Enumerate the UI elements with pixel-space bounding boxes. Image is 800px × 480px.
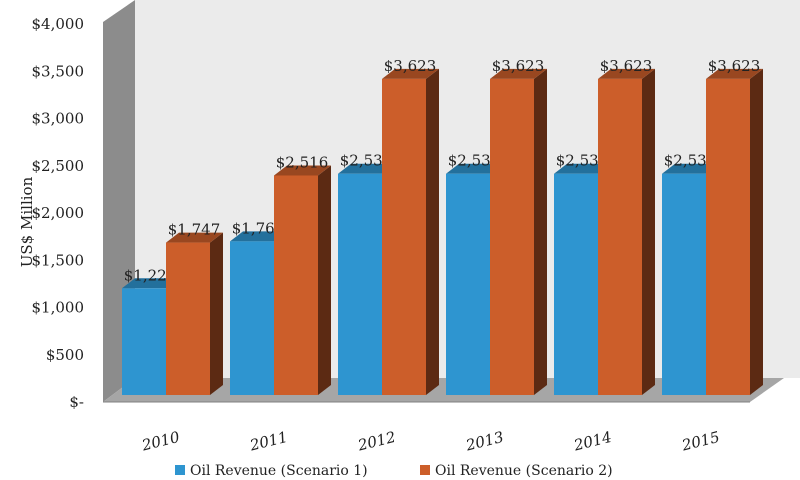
bar-series-2: [382, 78, 426, 395]
y-tick-label: $2,500: [32, 157, 85, 175]
legend: Oil Revenue (Scenario 1) Oil Revenue (Sc…: [175, 463, 613, 479]
data-label-series-2: $3,623: [492, 57, 545, 75]
data-label-series-2: $3,623: [708, 57, 761, 75]
data-label-series-1: $2,536: [664, 152, 717, 170]
bar-series-2: [166, 242, 210, 395]
data-label-series-1: $2,536: [556, 152, 609, 170]
bar-top-series-1: [122, 278, 179, 289]
y-tick-label: $1,000: [32, 299, 85, 317]
y-tick-label: $3,500: [32, 62, 85, 80]
data-label-series-2: $2,516: [276, 153, 329, 171]
bars-group: $1,223 $1,747 $1,761 $2,516 $2,536 $3,623 $2,5…: [122, 57, 763, 395]
bar-top-series-2: [274, 165, 331, 176]
bar-side-series-2: [750, 68, 763, 395]
bar-series-1: [122, 288, 166, 395]
x-tick-label: 2015: [679, 428, 721, 455]
y-tick-label: $-: [69, 393, 84, 411]
y-tick-label: $500: [46, 346, 84, 364]
bar-series-1: [662, 173, 706, 395]
y-tick-label: $4,000: [32, 15, 85, 33]
legend-swatch-series-2: [420, 465, 430, 475]
bar-side-series-2: [534, 68, 547, 395]
legend-swatch-series-1: [175, 465, 185, 475]
y-axis-label: US$ Million: [18, 176, 36, 267]
bar-series-1: [446, 173, 490, 395]
data-label-series-2: $3,623: [384, 57, 437, 75]
bar-series-2: [490, 78, 534, 395]
x-tick-label: 2010: [139, 428, 182, 455]
legend-label-series-2: Oil Revenue (Scenario 2): [435, 463, 613, 479]
bar-top-series-2: [490, 68, 547, 79]
x-tick-label: 2014: [571, 428, 613, 455]
bar-series-2: [706, 78, 750, 395]
bar-series-1: [554, 173, 598, 395]
bar-side-series-2: [642, 68, 655, 395]
x-axis-tick-labels: 2010 2011 2012 2013 2014 2015: [139, 428, 721, 455]
data-label-series-1: $2,536: [448, 152, 501, 170]
data-label-series-2: $3,623: [600, 57, 653, 75]
bar-series-2: [274, 175, 318, 395]
bar-series-1: [230, 241, 274, 395]
y-axis-tick-labels: $- $500 $1,000 $1,500 $2,000 $2,500 $3,000 $3,5…: [32, 15, 85, 411]
y-tick-label: $2,000: [32, 204, 85, 222]
bar-top-series-1: [446, 163, 503, 174]
x-tick-label: 2013: [463, 428, 505, 455]
bar-side-series-2: [318, 165, 331, 395]
legend-label-series-1: Oil Revenue (Scenario 1): [190, 463, 368, 479]
y-tick-label: $1,500: [32, 251, 85, 269]
x-tick-label: 2012: [355, 428, 397, 455]
bar-series-2: [598, 78, 642, 395]
data-label-series-1: $1,223: [124, 266, 177, 284]
bar-top-series-1: [230, 231, 287, 242]
data-label-series-1: $2,536: [340, 152, 393, 170]
bar-side-series-2: [210, 232, 223, 395]
y-tick-label: $3,000: [32, 110, 85, 128]
bar-top-series-2: [382, 68, 439, 79]
bar-top-series-1: [554, 163, 611, 174]
bar-top-series-2: [706, 68, 763, 79]
bar-top-series-2: [598, 68, 655, 79]
x-tick-label: 2011: [247, 428, 289, 455]
data-label-series-2: $1,747: [168, 221, 221, 239]
bar-top-series-1: [662, 163, 719, 174]
bar-top-series-1: [338, 163, 395, 174]
bar-side-series-2: [426, 68, 439, 395]
bar-top-series-2: [166, 232, 223, 243]
bar-series-1: [338, 173, 382, 395]
data-label-series-1: $1,761: [232, 219, 285, 237]
